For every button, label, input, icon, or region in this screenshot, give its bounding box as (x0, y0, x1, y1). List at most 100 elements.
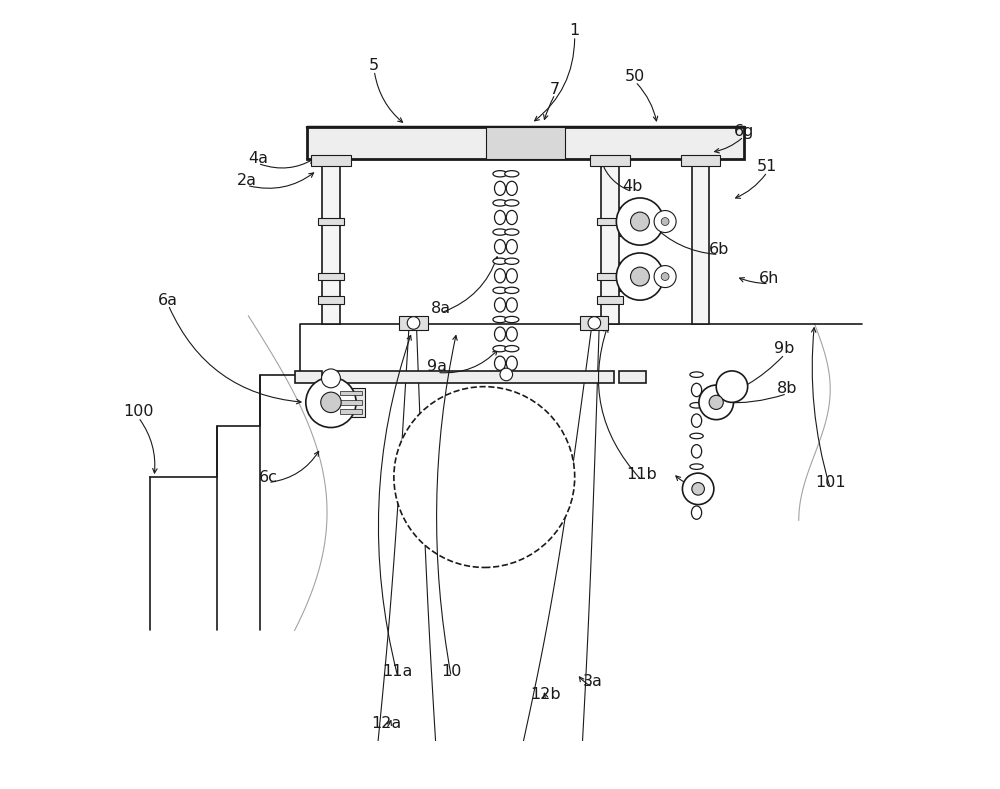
Text: 6g: 6g (734, 124, 754, 139)
Text: 10: 10 (441, 664, 461, 679)
Bar (692, 159, 709, 323)
Ellipse shape (505, 316, 519, 323)
Ellipse shape (493, 229, 507, 235)
Bar (597, 218, 623, 226)
Text: 11b: 11b (626, 467, 657, 482)
Ellipse shape (506, 269, 517, 283)
Text: 6a: 6a (158, 293, 178, 308)
Circle shape (407, 316, 420, 329)
Text: 6b: 6b (708, 241, 729, 256)
Circle shape (692, 483, 704, 495)
Circle shape (306, 377, 356, 428)
Text: 6e: 6e (685, 475, 705, 490)
Text: 8a: 8a (431, 301, 451, 316)
Ellipse shape (494, 240, 506, 254)
Ellipse shape (493, 287, 507, 294)
Circle shape (716, 371, 748, 402)
Ellipse shape (493, 346, 507, 352)
Bar (318, 296, 344, 304)
Ellipse shape (505, 258, 519, 264)
Text: 9b: 9b (774, 342, 795, 357)
Bar (597, 273, 623, 281)
Ellipse shape (494, 269, 506, 283)
Ellipse shape (494, 181, 506, 196)
Circle shape (616, 198, 664, 245)
Circle shape (654, 266, 676, 287)
Ellipse shape (493, 200, 507, 206)
Text: 12b: 12b (530, 687, 561, 702)
Ellipse shape (691, 383, 702, 397)
Bar (580, 316, 608, 330)
Text: 12a: 12a (371, 716, 401, 731)
Bar (486, 127, 565, 159)
Ellipse shape (506, 181, 517, 196)
Ellipse shape (691, 414, 702, 428)
Text: 6c: 6c (259, 469, 278, 484)
Ellipse shape (506, 240, 517, 254)
Ellipse shape (494, 211, 506, 225)
Ellipse shape (691, 506, 702, 519)
Circle shape (661, 218, 669, 226)
Bar (619, 371, 646, 383)
Ellipse shape (493, 170, 507, 177)
Bar (311, 155, 351, 166)
Bar (295, 371, 322, 383)
Ellipse shape (505, 200, 519, 206)
Text: 4a: 4a (248, 151, 268, 166)
Ellipse shape (506, 356, 517, 370)
Ellipse shape (505, 287, 519, 294)
Bar (340, 409, 362, 414)
Text: 50: 50 (625, 69, 645, 84)
Ellipse shape (493, 258, 507, 264)
Ellipse shape (690, 464, 703, 469)
Bar (681, 155, 720, 166)
Ellipse shape (505, 170, 519, 177)
Circle shape (588, 316, 601, 329)
Text: 101: 101 (815, 475, 846, 490)
Bar (601, 159, 619, 323)
Ellipse shape (690, 433, 703, 439)
Bar (399, 316, 428, 330)
Circle shape (631, 212, 649, 231)
Ellipse shape (691, 475, 702, 488)
Circle shape (654, 211, 676, 233)
Ellipse shape (505, 346, 519, 352)
Ellipse shape (493, 316, 507, 323)
Text: 7: 7 (550, 82, 560, 97)
Bar (619, 263, 633, 290)
Bar (340, 400, 362, 405)
Ellipse shape (505, 229, 519, 235)
Circle shape (394, 387, 575, 567)
Ellipse shape (690, 402, 703, 408)
Ellipse shape (494, 356, 506, 370)
Circle shape (500, 368, 513, 381)
Text: 4b: 4b (622, 178, 642, 193)
Circle shape (709, 395, 723, 409)
Bar (590, 155, 630, 166)
Ellipse shape (494, 298, 506, 312)
Text: 3a: 3a (583, 674, 603, 689)
Text: 6h: 6h (759, 271, 779, 286)
Bar (307, 127, 744, 159)
Text: 1: 1 (570, 23, 580, 38)
Bar (327, 371, 614, 383)
Ellipse shape (690, 372, 703, 377)
Circle shape (631, 267, 649, 286)
Ellipse shape (494, 327, 506, 341)
Text: 100: 100 (123, 404, 154, 419)
Bar (597, 296, 623, 304)
Ellipse shape (690, 495, 703, 500)
Text: 2a: 2a (237, 173, 257, 188)
Circle shape (699, 385, 734, 420)
Bar (322, 159, 340, 323)
Text: 51: 51 (757, 159, 778, 174)
Text: 8b: 8b (777, 381, 797, 396)
Ellipse shape (506, 211, 517, 225)
Ellipse shape (691, 445, 702, 458)
Circle shape (616, 253, 664, 300)
Ellipse shape (506, 327, 517, 341)
Bar (318, 273, 344, 281)
Circle shape (322, 369, 340, 388)
Ellipse shape (506, 298, 517, 312)
Bar (619, 208, 633, 236)
